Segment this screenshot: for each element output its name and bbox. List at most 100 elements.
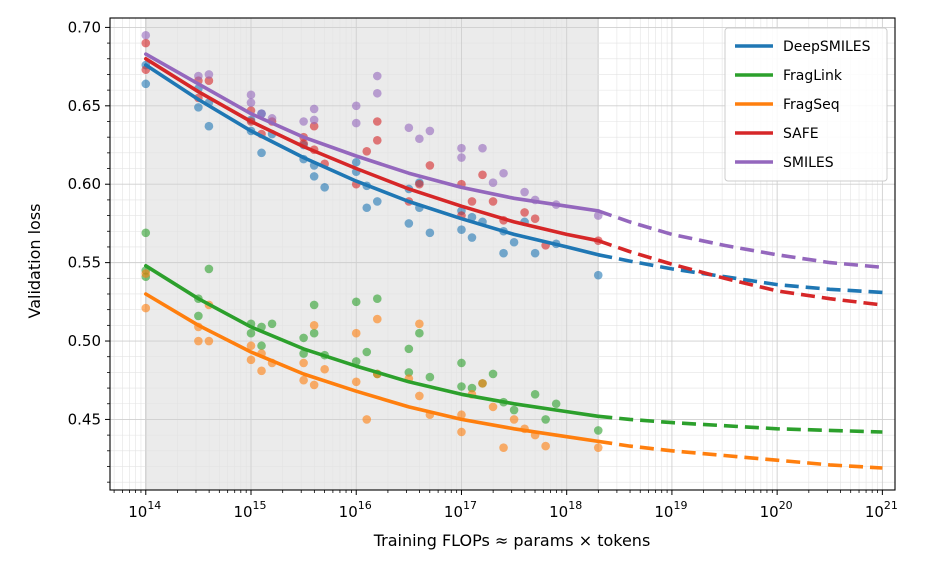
fit-line-smiles (144, 52, 601, 213)
point-smiles (457, 143, 466, 153)
x-axis-label: Training FLOPs ≈ params × tokens (373, 531, 651, 550)
point-safe (141, 38, 151, 48)
fit-line-safe (144, 56, 601, 243)
point-safe (425, 161, 435, 170)
extrapolation-line-fraglink (598, 414, 883, 434)
x-tick-label: 1015 (233, 499, 266, 521)
y-tick-label: 0.45 (68, 410, 101, 428)
point-smiles (246, 90, 256, 100)
point-smiles (299, 117, 308, 126)
point-fragseq (309, 321, 319, 330)
point-fraglink (541, 415, 550, 424)
point-deepsmiles (509, 237, 519, 247)
point-deepsmiles (467, 233, 477, 242)
x-tick-exponent: 19 (673, 499, 687, 512)
point-fraglink (488, 369, 498, 379)
point-fraglink (457, 358, 466, 368)
point-deepsmiles (309, 172, 319, 181)
point-fraglink (267, 319, 277, 329)
legend-label-fraglink: FragLink (783, 68, 843, 84)
point-fragseq (457, 410, 466, 420)
point-fragseq (351, 377, 361, 387)
point-deepsmiles (257, 148, 266, 158)
point-safe (372, 117, 382, 126)
point-smiles (372, 88, 382, 98)
point-fraglink (509, 405, 519, 415)
point-smiles (351, 118, 361, 128)
point-fragseq (299, 375, 308, 385)
axes-frame (109, 17, 896, 491)
point-smiles (415, 134, 424, 144)
point-smiles (372, 71, 382, 81)
point-safe (478, 170, 487, 180)
point-fragseq (509, 415, 519, 424)
point-fraglink (425, 372, 435, 382)
point-deepsmiles (499, 248, 508, 258)
legend: DeepSMILES FragLink FragSeq SAFE SMILES (724, 27, 888, 182)
point-deepsmiles (593, 270, 603, 280)
x-tick-label: 1017 (444, 499, 477, 521)
x-tick-label: 1014 (128, 499, 161, 521)
fit-line-fragseq (144, 292, 601, 444)
point-smiles (309, 115, 319, 125)
fit-line-fraglink (144, 263, 601, 419)
point-safe (415, 179, 424, 189)
point-safe (204, 76, 214, 86)
y-tick-label: 0.55 (68, 254, 101, 272)
point-safe (520, 208, 529, 217)
x-tick-base: 10 (444, 503, 463, 521)
point-smiles (246, 98, 256, 107)
point-deepsmiles (320, 183, 329, 192)
legend-label-deepsmiles: DeepSMILES (783, 39, 871, 55)
point-fraglink (404, 368, 414, 377)
point-smiles (404, 123, 414, 133)
extrapolation-line-fragseq (598, 439, 883, 470)
point-fraglink (257, 341, 266, 351)
point-smiles (309, 104, 319, 114)
point-fraglink (141, 228, 151, 238)
point-smiles (351, 101, 361, 111)
x-tick-exponent: 20 (779, 499, 793, 512)
y-axis-label: Validation loss (25, 204, 44, 319)
point-fragseq (362, 415, 372, 424)
x-tick-base: 10 (865, 503, 884, 521)
x-tick-base: 10 (339, 503, 358, 521)
point-deepsmiles (530, 248, 540, 258)
point-safe (467, 197, 477, 206)
point-fraglink (299, 333, 308, 343)
point-safe (372, 136, 382, 145)
point-fragseq (593, 443, 603, 452)
x-tick-base: 10 (233, 503, 252, 521)
x-tick-base: 10 (760, 503, 779, 521)
point-fragseq (478, 379, 487, 388)
x-tick-base: 10 (654, 503, 673, 521)
point-fragseq (246, 341, 256, 351)
point-fragseq (351, 328, 361, 338)
point-fraglink (194, 311, 203, 321)
point-fragseq (415, 391, 424, 401)
legend-label-safe: SAFE (783, 126, 819, 142)
ticks-layer: 1014 1015 1016 1017 1018 1019 1020 10210.450.50… (68, 18, 898, 521)
point-fraglink (530, 390, 540, 399)
y-tick-label: 0.65 (68, 97, 101, 115)
point-fraglink (362, 347, 372, 357)
point-fragseq (194, 336, 203, 346)
point-smiles (204, 70, 214, 79)
extrapolation-line-smiles (597, 209, 883, 270)
point-smiles (457, 153, 466, 162)
point-deepsmiles (467, 212, 477, 222)
point-smiles (520, 187, 529, 197)
point-fragseq (204, 336, 214, 346)
point-fraglink (246, 328, 256, 338)
point-fraglink (415, 328, 424, 338)
point-fragseq (457, 427, 466, 437)
point-fraglink (593, 426, 603, 435)
x-tick-base: 10 (128, 503, 147, 521)
point-fraglink (372, 294, 382, 303)
point-deepsmiles (362, 203, 372, 213)
point-fraglink (457, 382, 466, 391)
point-fragseq (141, 269, 151, 278)
x-tick-label: 1018 (549, 499, 582, 521)
point-fragseq (541, 441, 550, 451)
